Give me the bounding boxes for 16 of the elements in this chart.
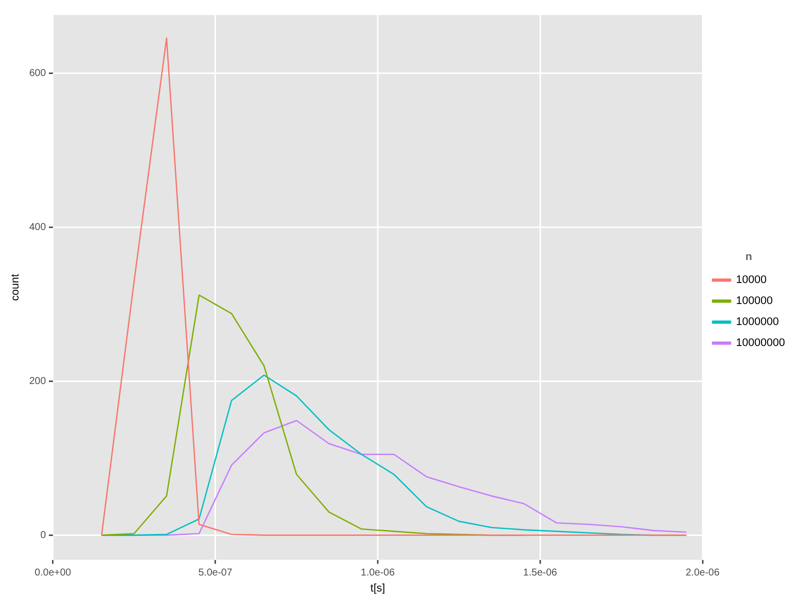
- legend-label: 10000000: [736, 337, 786, 350]
- x-tick-label: 0.0e+00: [34, 568, 72, 579]
- y-axis-title: count: [10, 274, 22, 301]
- x-tick-label: 5.0e-07: [198, 568, 233, 579]
- y-tick-label: 0: [40, 530, 46, 541]
- legend-label: 1000000: [736, 316, 779, 328]
- y-tick-label: 600: [29, 68, 46, 80]
- x-axis-title: t[s]: [370, 582, 386, 594]
- y-tick-label: 400: [29, 222, 46, 234]
- x-tick-label: 2.0e-06: [686, 568, 720, 579]
- legend-label: 10000: [736, 274, 767, 286]
- legend-label: 100000: [736, 295, 773, 308]
- x-tick-label: 1.0e-06: [360, 568, 396, 579]
- x-tick-label: 1.5e-06: [523, 568, 558, 579]
- legend-title: n: [745, 250, 752, 263]
- y-tick-label: 200: [29, 376, 46, 388]
